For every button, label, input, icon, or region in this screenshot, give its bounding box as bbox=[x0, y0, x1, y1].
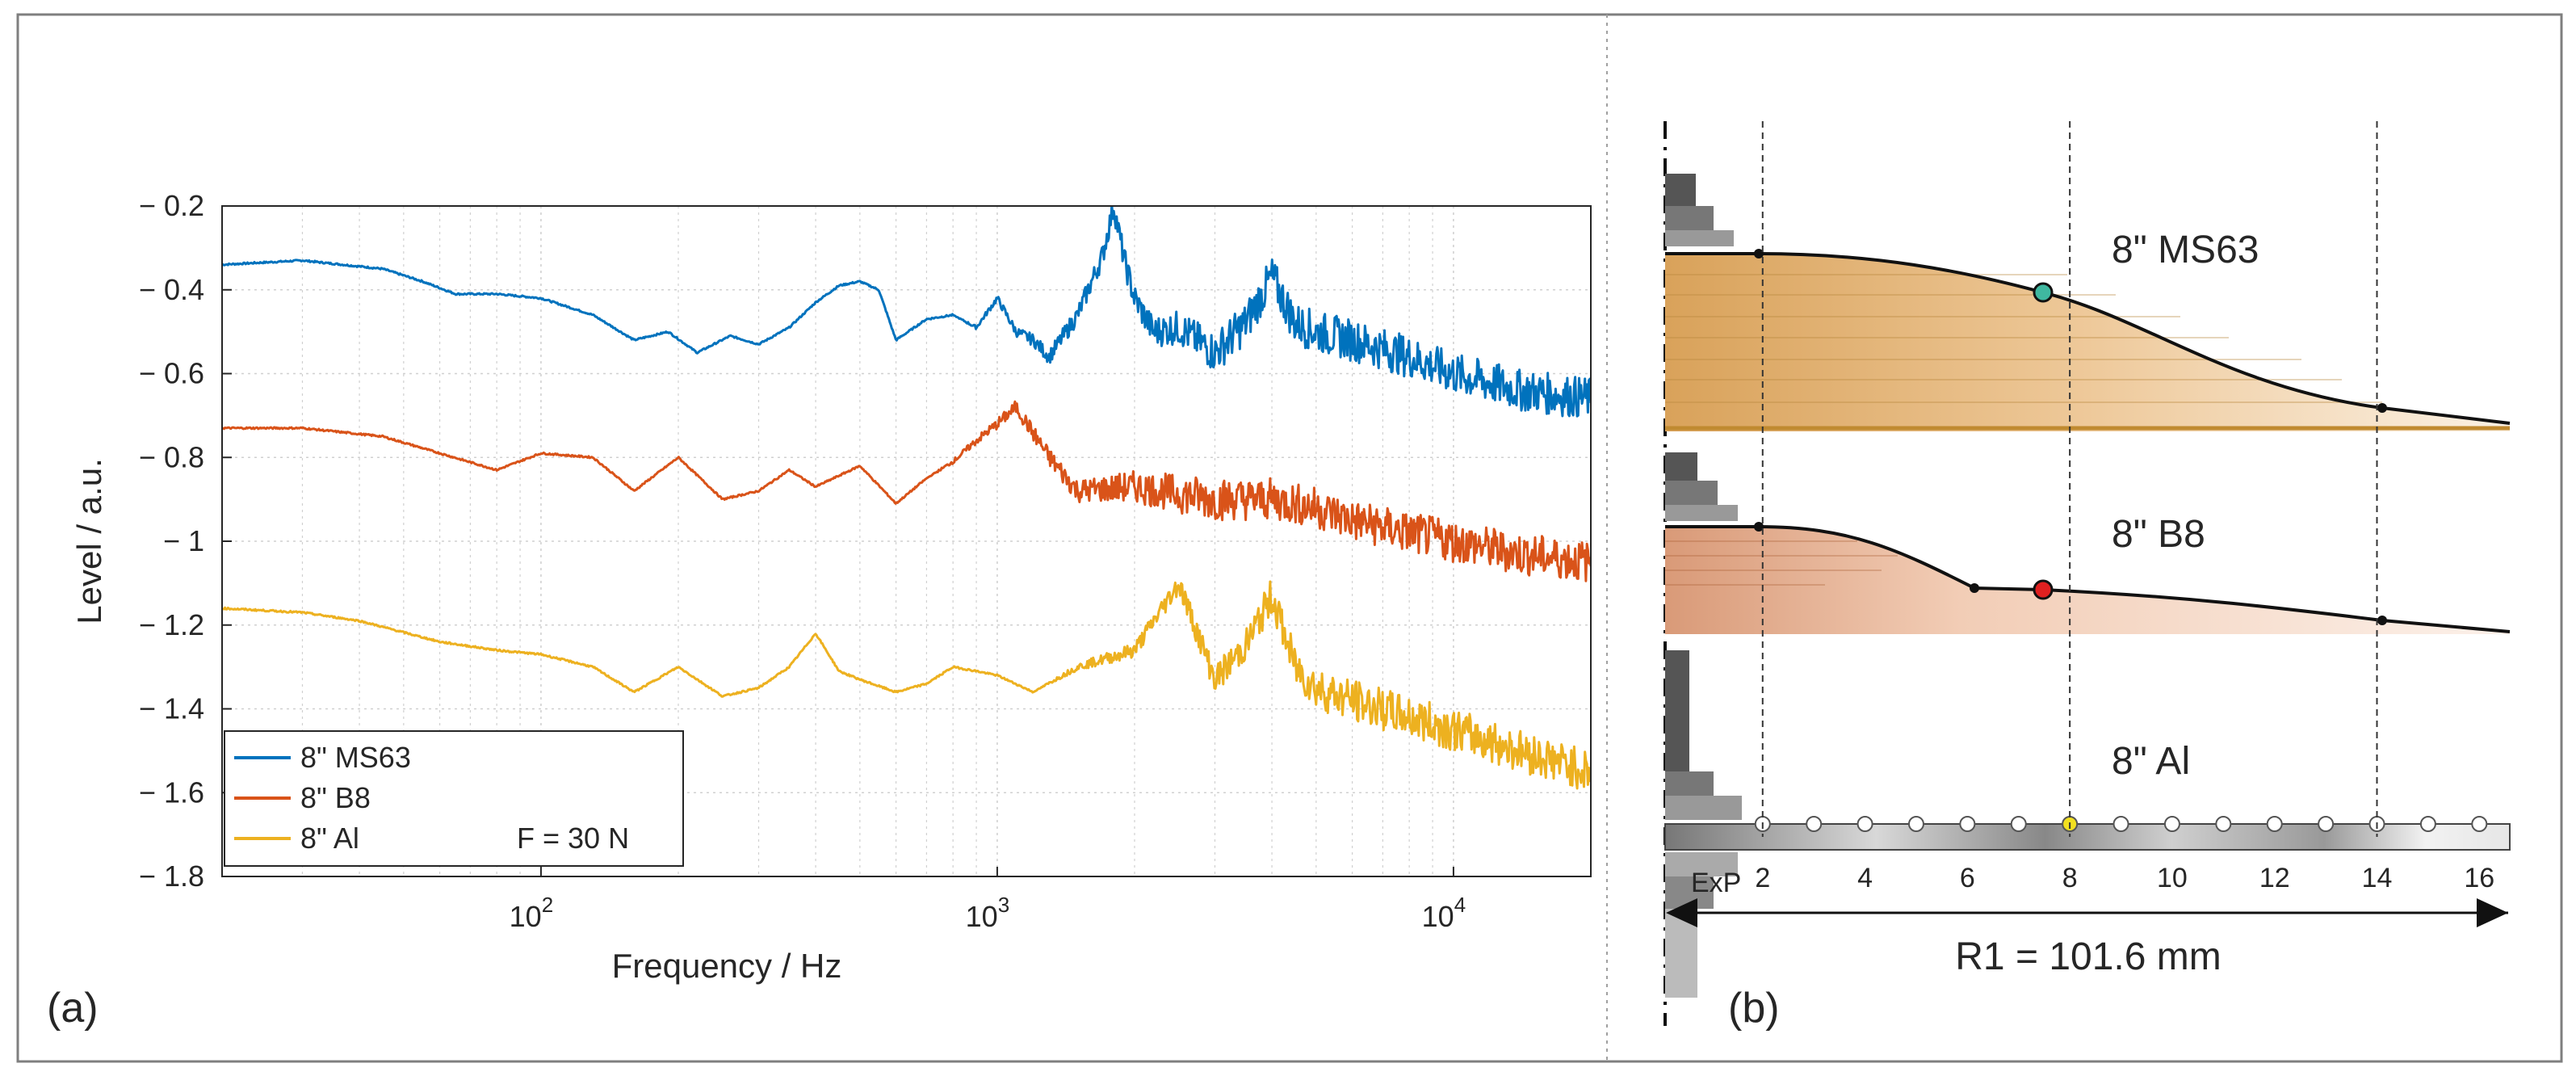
y-axis-label: Level / a.u. bbox=[70, 458, 108, 624]
ms63-title: 8" MS63 bbox=[2112, 229, 2259, 271]
measurement-point bbox=[2471, 816, 2488, 832]
measurement-point bbox=[1856, 816, 1873, 832]
b8-node-mid bbox=[1970, 583, 1979, 593]
plot-frame bbox=[221, 205, 1592, 877]
measurement-point bbox=[1907, 816, 1924, 832]
radius-scale: 2 4 6 8 10 12 14 16 bbox=[1755, 863, 2494, 893]
panel-b-label: (b) bbox=[1728, 985, 1780, 1032]
legend: 8" MS63 8" B8 8" Al F = 30 N bbox=[224, 730, 684, 867]
y-tick-label: − 0.8 bbox=[139, 440, 204, 473]
measurement-point bbox=[2318, 816, 2335, 832]
panel-b-diagram: 8" MS63 8" B8 8" Al 2 4 6 8 10 12 14 16 ExP R1 … bbox=[1663, 121, 2511, 1032]
b8-title: 8" B8 bbox=[2112, 513, 2205, 556]
x-axis-label: Frequency / Hz bbox=[612, 947, 842, 985]
y-tick-label: − 1.6 bbox=[139, 775, 204, 809]
scale-tick-label: 10 bbox=[2157, 863, 2188, 893]
series-group bbox=[222, 206, 1591, 790]
scale-tick-label: 6 bbox=[1960, 863, 1975, 893]
scale-tick-label: 4 bbox=[1857, 863, 1873, 893]
x-tick-label: 102 bbox=[510, 893, 554, 933]
scale-tick-label: 14 bbox=[2362, 863, 2393, 893]
measurement-point bbox=[2266, 816, 2283, 832]
x-tick-labels: 102 103 104 bbox=[510, 867, 1466, 933]
legend-box bbox=[224, 730, 684, 867]
measurement-points bbox=[1754, 816, 2488, 832]
y-tick-label: − 1.4 bbox=[139, 692, 204, 725]
b8-profile-fill bbox=[1665, 527, 2510, 634]
x-tick-label: 103 bbox=[966, 893, 1010, 933]
scale-tick-label: 8 bbox=[2062, 863, 2078, 893]
b8-stripes bbox=[1665, 540, 1898, 586]
y-tick-label: − 1.8 bbox=[139, 860, 204, 893]
ms63-stripes bbox=[1665, 274, 2382, 403]
ms63-node-end bbox=[2377, 403, 2387, 413]
b8-node-highlight bbox=[2033, 579, 2054, 600]
measurement-point bbox=[2112, 816, 2129, 832]
y-tick-label: − 1.2 bbox=[139, 608, 204, 641]
legend-label-b8: 8" B8 bbox=[300, 781, 371, 814]
scale-start-label: ExP bbox=[1691, 868, 1741, 898]
series-line-ms63 bbox=[222, 206, 1591, 418]
series-line-b8 bbox=[222, 400, 1591, 582]
ms63-profile-fill bbox=[1665, 254, 2510, 431]
b8-node-start bbox=[1754, 522, 1764, 532]
y-tick-labels: − 0.2 − 0.4 − 0.6 − 0.8 − 1 − 1.2 − 1.4 − 1.6 − … bbox=[139, 189, 204, 893]
panel-a-label: (a) bbox=[47, 985, 99, 1032]
al-title: 8" Al bbox=[2112, 740, 2190, 783]
y-tick-label: − 0.2 bbox=[139, 189, 204, 222]
x-tick-label: 104 bbox=[1422, 893, 1466, 933]
series-line-al bbox=[222, 580, 1591, 790]
y-tick-label: − 1 bbox=[163, 524, 204, 557]
y-tick-label: − 0.4 bbox=[139, 273, 204, 306]
figure-frame bbox=[16, 13, 2563, 1063]
measurement-point bbox=[2215, 816, 2232, 832]
b8-node-end bbox=[2377, 616, 2387, 625]
ms63-node-start bbox=[1754, 249, 1764, 258]
legend-label-ms63: 8" MS63 bbox=[300, 741, 411, 774]
scale-tick-label: 12 bbox=[2259, 863, 2290, 893]
measurement-point bbox=[2010, 816, 2027, 832]
measurement-point bbox=[1959, 816, 1976, 832]
measurement-point bbox=[2163, 816, 2180, 832]
measurement-point bbox=[2419, 816, 2436, 832]
guide-lines bbox=[1761, 121, 2378, 837]
ms63-node-highlight bbox=[2033, 282, 2054, 303]
radius-label: R1 = 101.6 mm bbox=[1955, 935, 2221, 978]
scale-tick-label: 16 bbox=[2464, 863, 2494, 893]
scale-tick-label: 2 bbox=[1755, 863, 1770, 893]
legend-label-al: 8" Al bbox=[300, 822, 359, 855]
y-tick-label: − 0.6 bbox=[139, 357, 204, 390]
legend-annotation-force: F = 30 N bbox=[517, 822, 629, 855]
al-thickness-bar bbox=[1664, 823, 2511, 851]
measurement-point bbox=[1806, 816, 1823, 832]
panel-a-chart: − 0.2 − 0.4 − 0.6 − 0.8 − 1 − 1.2 − 1.4 − 1.6 − … bbox=[47, 189, 1592, 1032]
